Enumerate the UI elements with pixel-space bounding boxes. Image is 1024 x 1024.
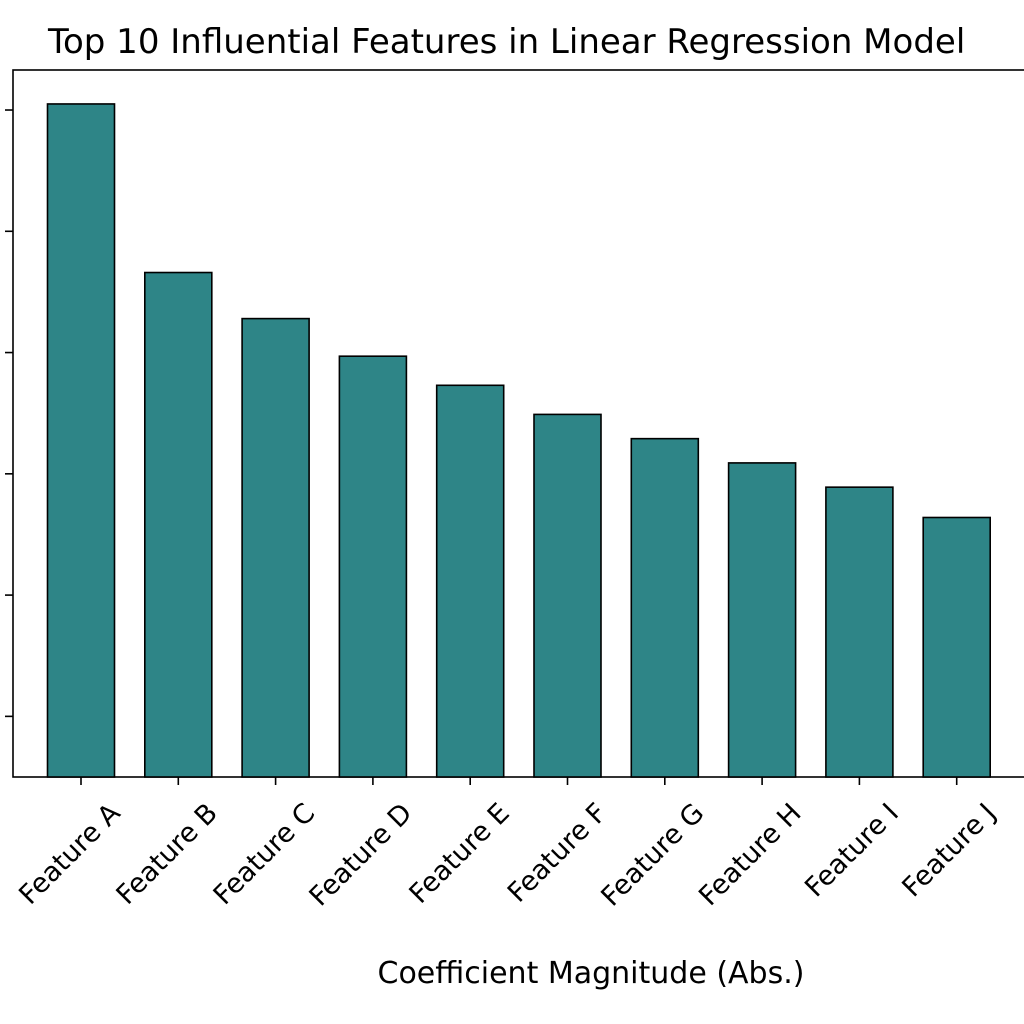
bar-feature-i <box>825 486 894 778</box>
bar-feature-f <box>533 413 602 778</box>
x-axis-ticks <box>80 777 958 785</box>
chart-title: Top 10 Influential Features in Linear Re… <box>47 22 965 62</box>
bar-feature-c <box>241 317 310 778</box>
bar-feature-h <box>727 462 797 778</box>
y-axis-ticks <box>5 109 13 718</box>
plot-frame <box>12 69 1024 778</box>
bar-feature-d <box>338 355 408 778</box>
bar-feature-j <box>922 516 992 778</box>
bar-feature-e <box>435 384 505 778</box>
x-axis-label: Coefficient Magnitude (Abs.) <box>378 956 805 991</box>
bar-feature-b <box>144 271 213 778</box>
bar-feature-g <box>630 437 700 778</box>
bar-feature-a <box>46 103 116 778</box>
